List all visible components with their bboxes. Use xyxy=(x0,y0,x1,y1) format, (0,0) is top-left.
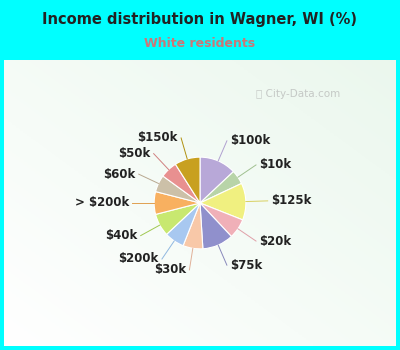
Text: > $200k: > $200k xyxy=(75,196,129,210)
Wedge shape xyxy=(176,157,200,203)
Text: White residents: White residents xyxy=(144,37,256,50)
Text: Income distribution in Wagner, WI (%): Income distribution in Wagner, WI (%) xyxy=(42,12,358,27)
Wedge shape xyxy=(200,183,246,220)
Text: $100k: $100k xyxy=(230,134,270,147)
Wedge shape xyxy=(200,203,243,237)
Text: $50k: $50k xyxy=(118,147,150,160)
Text: $40k: $40k xyxy=(105,229,137,242)
Wedge shape xyxy=(200,203,231,249)
Wedge shape xyxy=(200,157,234,203)
Text: ⓘ City-Data.com: ⓘ City-Data.com xyxy=(256,89,340,99)
Text: $30k: $30k xyxy=(154,263,186,276)
Wedge shape xyxy=(156,176,200,203)
Wedge shape xyxy=(183,203,203,249)
Wedge shape xyxy=(154,191,200,215)
Text: $60k: $60k xyxy=(103,168,136,181)
Text: $10k: $10k xyxy=(259,159,291,172)
Text: $150k: $150k xyxy=(138,132,178,145)
Wedge shape xyxy=(166,203,200,246)
Wedge shape xyxy=(200,172,242,203)
Text: $200k: $200k xyxy=(118,252,159,266)
Text: $125k: $125k xyxy=(271,194,311,207)
Text: $20k: $20k xyxy=(259,234,291,247)
Text: $75k: $75k xyxy=(230,259,262,272)
Wedge shape xyxy=(163,164,200,203)
Wedge shape xyxy=(156,203,200,235)
